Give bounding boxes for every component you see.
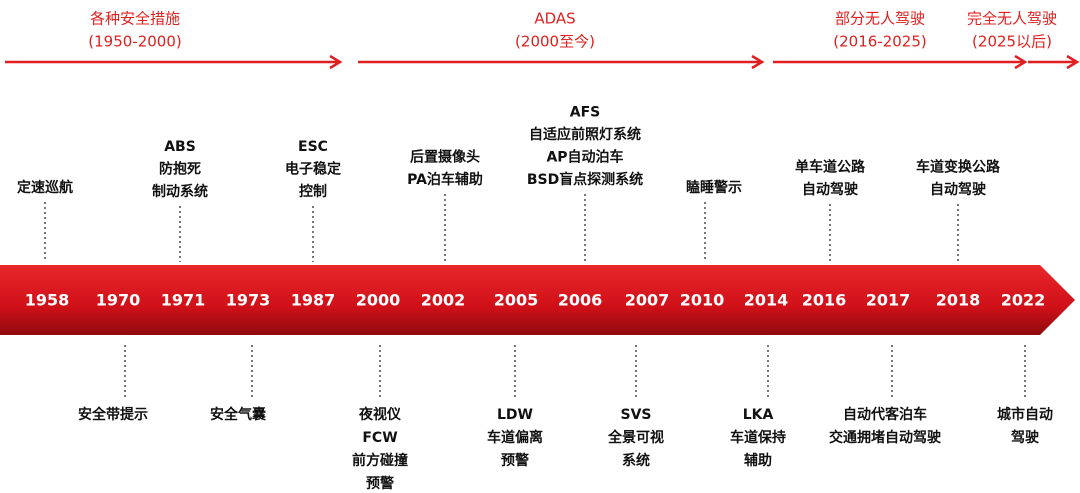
timeline-band: [0, 265, 1075, 335]
event-text: 系统: [622, 452, 650, 469]
year-label: 2006: [558, 291, 603, 310]
event-text: 预警: [501, 452, 529, 469]
event-text: 车道保持: [730, 429, 786, 446]
event-text: 定速巡航: [17, 179, 73, 196]
event-text: 预警: [366, 475, 394, 492]
period-arrow: [358, 54, 765, 70]
period-title: 完全无人驾驶: [967, 10, 1057, 28]
event-text: LDW: [497, 407, 533, 423]
event-text: 自动驾驶: [930, 181, 986, 198]
event-text: 驾驶: [1010, 429, 1039, 446]
year-label: 2005: [494, 291, 539, 310]
event-text: 自适应前照灯系统: [529, 126, 641, 143]
event-text: 前方碰撞: [352, 452, 408, 469]
year-label: 1971: [161, 291, 206, 310]
year-label: 2017: [866, 291, 911, 310]
period-range: (2025以后): [972, 33, 1052, 51]
event-text: 制动系统: [152, 183, 208, 200]
event-text: 安全气囊: [210, 406, 267, 423]
event-text: 单车道公路: [795, 159, 866, 176]
year-label: 1973: [226, 291, 271, 310]
event-text: 安全带提示: [78, 406, 148, 423]
year-label: 1970: [96, 291, 141, 310]
period-range: (1950-2000): [88, 33, 181, 51]
period-arrow: [5, 54, 343, 70]
event-text: FCW: [362, 430, 397, 446]
period-range: (2000至今): [515, 33, 595, 51]
event-text: AFS: [570, 105, 600, 121]
event-text: 交通拥堵自动驾驶: [829, 429, 941, 446]
year-label: 2022: [1001, 291, 1046, 310]
year-label: 2018: [936, 291, 981, 310]
event-text: 夜视仪: [358, 406, 402, 423]
event-text: 自动驾驶: [802, 181, 858, 198]
event-text: 辅助: [744, 452, 772, 469]
period-arrow: [773, 54, 1028, 70]
event-text: 车道偏离: [487, 429, 543, 446]
event-text: 瞌睡警示: [686, 179, 742, 196]
year-label: 2010: [680, 291, 725, 310]
period-title: ADAS: [534, 10, 575, 28]
year-label: 1958: [25, 291, 70, 310]
event-text: 防抱死: [159, 161, 201, 178]
event-text: PA泊车辅助: [407, 171, 483, 188]
event-text: SVS: [620, 407, 651, 423]
year-label: 2000: [356, 291, 401, 310]
period-range: (2016-2025): [833, 33, 926, 51]
year-label: 2007: [625, 291, 670, 310]
year-label: 1987: [291, 291, 336, 310]
event-text: 车道变换公路: [916, 159, 1001, 176]
period-title: 部分无人驾驶: [835, 10, 925, 28]
event-text: 控制: [299, 183, 327, 200]
event-text: 自动代客泊车: [843, 406, 927, 423]
year-label: 2016: [802, 291, 847, 310]
event-text: 后置摄像头: [410, 149, 480, 166]
year-label: 2002: [421, 291, 466, 310]
period-arrow: [1028, 54, 1080, 70]
event-text: ABS: [164, 139, 196, 155]
event-text: ESC: [298, 139, 328, 155]
event-text: BSD盲点探测系统: [527, 171, 643, 188]
year-label: 2014: [744, 291, 789, 310]
event-text: LKA: [743, 407, 774, 423]
event-text: 城市自动: [997, 406, 1053, 423]
event-text: AP自动泊车: [546, 149, 623, 166]
period-title: 各种安全措施: [90, 10, 180, 28]
event-text: 电子稳定: [285, 161, 341, 178]
event-text: 全景可视: [607, 429, 664, 446]
